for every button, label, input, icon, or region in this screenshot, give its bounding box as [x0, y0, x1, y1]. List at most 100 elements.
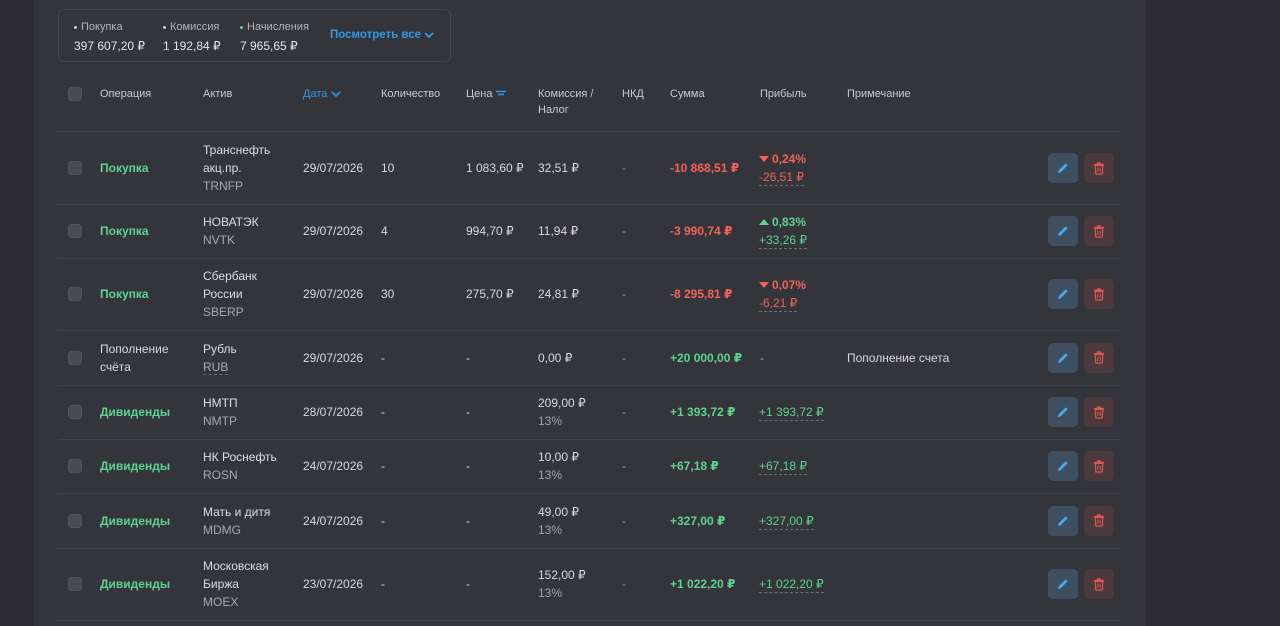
asset-name: Биржа: [203, 577, 239, 591]
view-all-label: Посмотреть все: [330, 29, 422, 41]
quantity-cell: -: [381, 405, 385, 419]
column-asset[interactable]: Актив: [203, 88, 233, 100]
trash-icon: [1094, 161, 1104, 175]
edit-button[interactable]: [1048, 153, 1078, 183]
asset-cell[interactable]: Сбербанк России SBERP: [203, 267, 257, 321]
operation-cell: Дивиденды: [100, 403, 170, 421]
row-checkbox[interactable]: [68, 224, 82, 238]
summary-accruals: Начисления 7 965,65 ₽: [240, 21, 309, 53]
column-commission[interactable]: Комиссия / Налог: [538, 86, 593, 118]
edit-button[interactable]: [1048, 569, 1078, 599]
column-profit[interactable]: Прибыль: [760, 88, 807, 100]
edit-button[interactable]: [1048, 216, 1078, 246]
asset-cell[interactable]: Рубль RUB: [203, 340, 237, 376]
quantity-cell: -: [381, 350, 385, 365]
column-quantity[interactable]: Количество: [381, 88, 441, 100]
tax-rate: 13%: [538, 586, 563, 600]
commission-value: 49,00 ₽: [538, 504, 579, 519]
trash-icon: [1094, 224, 1104, 238]
date-cell: 28/07/2026: [303, 405, 364, 419]
view-all-link[interactable]: Посмотреть все: [330, 29, 434, 41]
operation-cell: Дивиденды: [100, 575, 170, 593]
operation-label: Дивиденды: [100, 459, 171, 473]
pencil-icon: [1058, 461, 1068, 471]
asset-cell[interactable]: НК Роснефть ROSN: [203, 448, 277, 484]
profit-cell: +327,00 ₽: [759, 512, 814, 530]
nkd-cell: -: [622, 513, 626, 528]
date-cell: 23/07/2026: [303, 577, 364, 591]
row-checkbox[interactable]: [68, 513, 82, 528]
quantity-cell: 30: [381, 287, 395, 301]
trash-icon: [1094, 459, 1104, 473]
operation-cell: Покупка: [100, 285, 149, 303]
profit-cell: 0,07% -6,21 ₽: [759, 276, 806, 312]
column-sum[interactable]: Сумма: [670, 88, 705, 100]
price-cell: -: [466, 350, 470, 365]
dot-icon: [74, 25, 77, 29]
pencil-icon: [1058, 579, 1068, 589]
summary-purchase: Покупка 397 607,20 ₽: [74, 21, 145, 53]
asset-cell[interactable]: НОВАТЭК NVTK: [203, 213, 259, 249]
edit-button[interactable]: [1048, 279, 1078, 309]
operation-cell: Пополнение счёта: [100, 340, 169, 376]
commission-cell: 209,00 ₽ 13%: [538, 394, 586, 430]
delete-button[interactable]: [1084, 279, 1114, 309]
edit-button[interactable]: [1048, 397, 1078, 427]
edit-button[interactable]: [1048, 342, 1078, 373]
column-nkd[interactable]: НКД: [622, 88, 644, 100]
row-checkbox[interactable]: [68, 459, 82, 473]
row-checkbox[interactable]: [68, 577, 82, 591]
delete-button[interactable]: [1084, 216, 1114, 246]
row-checkbox[interactable]: [68, 161, 82, 175]
asset-name: акц.пр.: [203, 161, 242, 175]
summary-label: Покупка: [81, 21, 123, 33]
summary-label: Комиссия: [170, 21, 220, 33]
delete-button[interactable]: [1084, 451, 1114, 481]
column-price[interactable]: Цена: [466, 86, 507, 102]
edit-button[interactable]: [1048, 505, 1078, 536]
quantity-cell: -: [381, 577, 385, 591]
asset-ticker: SBERP: [203, 305, 244, 319]
asset-ticker: NVTK: [203, 233, 236, 247]
chevron-down-icon: [331, 91, 341, 98]
row-checkbox[interactable]: [68, 350, 82, 365]
delete-button[interactable]: [1084, 153, 1114, 183]
delete-button[interactable]: [1084, 505, 1114, 536]
profit-amount: +327,00 ₽: [759, 513, 814, 530]
nkd-cell: -: [622, 405, 626, 419]
asset-ticker: MDMG: [203, 522, 241, 537]
select-all-checkbox[interactable]: [68, 87, 82, 101]
asset-cell[interactable]: Транснефть акц.пр. TRNFP: [203, 141, 270, 195]
summary-value: 1 192,84 ₽: [163, 39, 221, 53]
pencil-icon: [1058, 352, 1068, 363]
delete-button[interactable]: [1084, 569, 1114, 599]
pencil-icon: [1058, 407, 1068, 417]
edit-button[interactable]: [1048, 451, 1078, 481]
delete-button[interactable]: [1084, 342, 1114, 373]
asset-cell[interactable]: Мать и дитя MDMG: [203, 503, 270, 539]
sum-cell: -8 295,81 ₽: [670, 287, 733, 301]
nkd-cell: -: [622, 287, 626, 301]
chevron-down-icon: [424, 32, 434, 39]
operation-label: счёта: [100, 359, 131, 374]
row-checkbox[interactable]: [68, 287, 82, 301]
column-operation[interactable]: Операция: [100, 88, 152, 100]
date-cell: 29/07/2026: [303, 161, 364, 175]
pencil-icon: [1058, 515, 1068, 526]
quantity-cell: -: [381, 459, 385, 473]
row-divider: [58, 439, 1120, 440]
price-cell: -: [466, 577, 470, 591]
summary-card: Покупка 397 607,20 ₽ Комиссия 1 192,84 ₽…: [58, 9, 451, 62]
asset-cell[interactable]: НМТП NMTP: [203, 394, 238, 430]
column-date[interactable]: Дата: [303, 86, 342, 102]
profit-amount: +67,18 ₽: [759, 459, 808, 475]
column-commission-line2: Налог: [538, 104, 569, 116]
profit-cell: 0,83% +33,26 ₽: [759, 213, 808, 249]
row-checkbox[interactable]: [68, 405, 82, 419]
arrow-up-icon: [759, 218, 769, 225]
asset-cell[interactable]: Московская Биржа MOEX: [203, 557, 269, 611]
quantity-cell: -: [381, 513, 385, 528]
column-note[interactable]: Примечание: [847, 88, 911, 100]
trash-icon: [1094, 405, 1104, 419]
delete-button[interactable]: [1084, 397, 1114, 427]
